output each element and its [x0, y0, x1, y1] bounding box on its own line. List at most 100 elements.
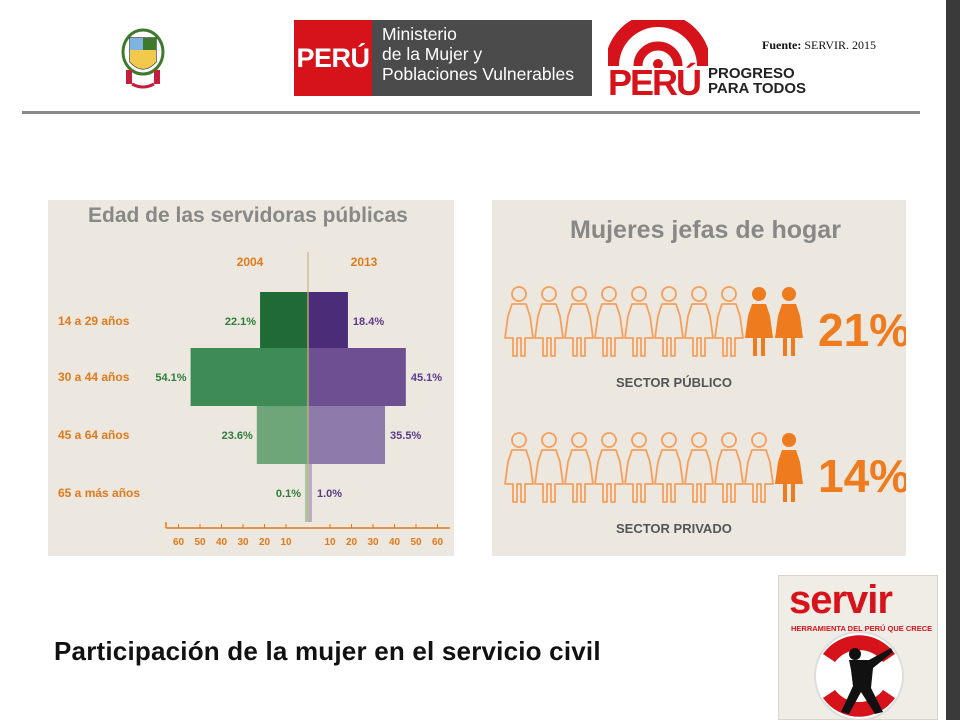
ministry-line-3: Poblaciones Vulnerables: [382, 64, 574, 84]
woman-icon: [684, 286, 714, 357]
bar-2004: [305, 464, 308, 522]
value-label-2013: 1.0%: [317, 488, 342, 500]
percentage-label: 21%: [818, 304, 906, 356]
woman-body: [744, 449, 774, 503]
woman-body: [775, 450, 803, 502]
tagline-line-2: PARA TODOS: [708, 80, 807, 97]
woman-icon: [534, 432, 564, 503]
servir-tagline: HERRAMIENTA DEL PERÚ QUE CRECE: [791, 624, 933, 633]
x-tick-label: 50: [194, 537, 206, 548]
woman-icon-highlighted: [775, 287, 803, 356]
jefas-chart-title: Mujeres jefas de hogar: [570, 216, 841, 244]
value-label-2004: 22.1%: [225, 316, 256, 328]
woman-icon: [624, 432, 654, 503]
x-tick-label: 50: [410, 537, 422, 548]
woman-body: [684, 303, 714, 357]
source-label: Fuente:: [762, 38, 802, 52]
woman-icon-highlighted: [775, 433, 803, 502]
header-divider: [22, 111, 920, 114]
woman-head: [751, 432, 767, 448]
woman-body: [714, 449, 744, 503]
woman-icon: [684, 432, 714, 503]
x-tick-label: 20: [259, 537, 271, 548]
slide-title: Participación de la mujer en el servicio…: [54, 636, 601, 666]
woman-head: [721, 286, 737, 302]
bar-2004: [190, 348, 308, 406]
woman-head: [691, 286, 707, 302]
bar-2013: [308, 348, 406, 406]
age-chart-title: Edad de las servidoras públicas: [88, 204, 408, 227]
woman-icon: [564, 286, 594, 357]
peru-shield-icon: [121, 28, 165, 89]
woman-body: [654, 303, 684, 357]
woman-body: [594, 449, 624, 503]
woman-icon: [504, 432, 534, 503]
woman-head: [631, 432, 647, 448]
woman-icon: [624, 286, 654, 357]
servir-logo: servir HERRAMIENTA DEL PERÚ QUE CRECE: [778, 575, 938, 720]
woman-head: [661, 432, 677, 448]
woman-head: [541, 432, 557, 448]
woman-head: [571, 432, 587, 448]
age-chart-panel: Edad de las servidoras públicas 2004 2013…: [48, 200, 454, 556]
woman-icon: [714, 286, 744, 357]
age-category-label: 65 a más años: [58, 486, 140, 500]
woman-icon: [744, 432, 774, 503]
year-label-2013: 2013: [351, 255, 378, 269]
jefas-icon-chart: 21% SECTOR PÚBLICO 14% SECTOR PRIVADO: [504, 286, 906, 536]
progreso-arc-icon: [608, 20, 708, 68]
woman-icon: [534, 286, 564, 357]
source-value: SERVIR. 2015: [804, 38, 877, 52]
value-label-2004: 23.6%: [222, 430, 253, 442]
age-category-label: 30 a 44 años: [58, 370, 130, 384]
woman-head: [782, 433, 796, 447]
jefas-chart-panel: Mujeres jefas de hogar 21% SECTOR PÚBLICO…: [492, 200, 906, 556]
woman-body: [534, 449, 564, 503]
woman-head: [661, 286, 677, 302]
woman-body: [564, 449, 594, 503]
year-label-2004: 2004: [237, 255, 264, 269]
ministry-line-1: Ministerio: [382, 24, 457, 44]
bar-2013: [308, 292, 348, 350]
value-label-2004: 54.1%: [155, 372, 186, 384]
woman-icon: [654, 432, 684, 503]
woman-head: [631, 286, 647, 302]
x-tick-label: 10: [280, 537, 292, 548]
woman-head: [752, 287, 766, 301]
x-tick-label: 20: [346, 537, 358, 548]
age-category-label: 14 a 29 años: [58, 314, 130, 328]
x-tick-label: 40: [216, 537, 228, 548]
tagline-line-1: PROGRESO: [708, 65, 795, 82]
ministry-name: Ministerio de la Mujer y Poblaciones Vul…: [372, 20, 592, 96]
woman-body: [654, 449, 684, 503]
x-tick-label: 60: [432, 537, 444, 548]
value-label-2013: 35.5%: [390, 430, 421, 442]
woman-icon: [504, 286, 534, 357]
woman-body: [624, 303, 654, 357]
woman-body: [564, 303, 594, 357]
sector-label: SECTOR PRIVADO: [616, 521, 732, 536]
value-label-2013: 18.4%: [353, 316, 384, 328]
woman-head: [721, 432, 737, 448]
bar-2004: [260, 292, 308, 350]
woman-icon: [594, 432, 624, 503]
ministry-logo: PERÚ Ministerio de la Mujer y Poblacione…: [116, 20, 592, 96]
value-label-2004: 0.1%: [276, 488, 301, 500]
woman-head: [691, 432, 707, 448]
woman-head: [601, 286, 617, 302]
ministry-line-2: de la Mujer y: [382, 44, 483, 64]
x-tick-label: 60: [173, 537, 185, 548]
value-label-2013: 45.1%: [411, 372, 442, 384]
bar-2004: [256, 406, 308, 464]
woman-head: [541, 286, 557, 302]
x-tick-label: 30: [237, 537, 249, 548]
progreso-peru-word: PERÚ: [608, 62, 702, 103]
woman-body: [775, 304, 803, 356]
woman-body: [714, 303, 744, 357]
servir-wordmark: servir: [789, 578, 893, 622]
woman-icon: [654, 286, 684, 357]
sector-label: SECTOR PÚBLICO: [616, 375, 732, 390]
woman-icon-highlighted: [745, 287, 773, 356]
woman-body: [504, 303, 534, 357]
progreso-tagline: PROGRESO PARA TODOS: [708, 66, 806, 96]
